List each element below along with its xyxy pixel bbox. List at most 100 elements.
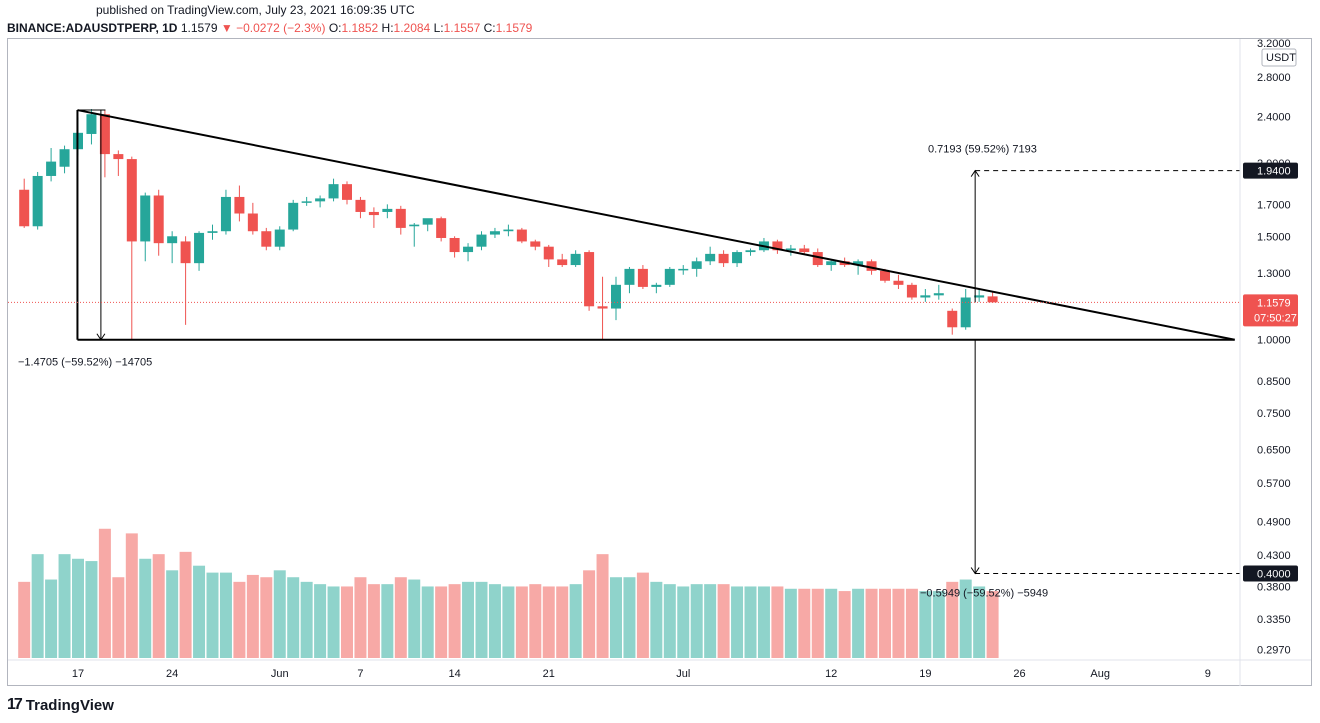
candle-body [261,231,272,247]
price-axis[interactable]: 3.20002.80002.40002.00001.70001.50001.30… [1239,38,1298,686]
volume-bar [314,584,327,658]
x-tick-label: 14 [448,668,460,680]
candle-body [584,252,595,307]
volume-bar [704,584,717,658]
candle-body [328,184,339,199]
volume-bar [515,586,528,658]
volume-bar [72,558,84,658]
volume-bar [112,577,125,658]
volume-bar [879,588,891,658]
volume-bar [757,586,770,658]
candle-body [449,237,460,253]
time-axis[interactable]: 17 24 Jun 7 14 21 Jul 12 19 26 Aug 9 [8,659,1311,680]
currency-label: USDT [1266,52,1296,64]
candle-body [503,229,514,232]
volume-bar [488,584,501,658]
volume-bar [31,554,44,658]
candle-body [355,199,366,212]
candle-body [368,211,379,216]
candle-body [395,208,406,228]
volume-bar [946,581,959,658]
symbol-label[interactable]: BINANCE:ADAUSDTPERP, 1D [7,21,178,35]
candle-body [920,295,931,298]
descending-trendline [77,109,1235,341]
volume-bar [219,572,232,658]
volume-bar [408,579,421,658]
volume-bar [98,528,111,658]
candle-body [342,184,352,200]
volume-bar [838,591,851,658]
candle-body [86,114,97,134]
last-price-label: 1.1579 [1257,297,1291,309]
x-tick-label: 17 [72,668,84,680]
volume-bar [287,577,300,658]
last-price-value: 1.1579 [180,21,218,35]
candle-body [893,280,904,285]
brand-label: TradingView [25,696,114,714]
volume-bar [246,574,259,658]
published-label: published on TradingView.com, July 23, 2… [96,3,415,17]
volume-bar [717,584,730,658]
volume-bar [18,581,31,658]
x-tick-label: 24 [166,668,178,680]
y-tick-label: 2.8000 [1257,72,1291,84]
volume-bar [381,584,394,658]
candle-body [247,213,258,232]
volume-bar [125,533,138,658]
volume-bar [731,586,744,658]
candle-body [987,296,998,303]
downside-target-price-label-bg [1243,565,1298,582]
x-tick-label: Jul [676,668,690,680]
high-label: H: [381,21,394,35]
candle-body [772,241,783,251]
open-label: O: [328,21,342,35]
volume-bar [556,586,569,658]
volume-bar [502,586,515,658]
candle-body [637,268,648,287]
low-label: L: [433,21,444,35]
volume-bar [421,586,434,658]
volume-bar [58,554,71,658]
volume-bar [852,588,865,658]
candle-body [46,161,57,176]
volume-bar [542,586,555,658]
candle-body [301,201,312,203]
candle-body [274,229,285,247]
volume-bar [905,588,918,658]
volume-bar [623,577,636,658]
volume-bar [825,588,838,658]
y-tick-label: 2.4000 [1257,111,1291,123]
candle-body [974,295,985,298]
height-measure-label: −1.4705 (−59.52%) −14705 [18,357,152,369]
candle-body [543,246,554,260]
volume-bar [341,586,353,658]
y-tick-label: 0.7500 [1257,408,1291,420]
candle-body [476,234,487,247]
volume-bar [85,561,98,658]
axis-labels: −1.4705 (−59.52%) −14705 0.7193 (59.52%) … [18,144,1048,600]
open-value: 1.1852 [341,21,379,35]
candle-body [234,196,245,214]
volume-bar [986,591,999,658]
y-tick-label: 0.4900 [1257,517,1291,529]
y-tick-label: 1.7000 [1257,199,1291,211]
candle-body [745,250,756,253]
volume-bar [744,586,757,658]
candle-body [409,224,420,227]
currency-badge [1261,48,1297,67]
candle-body [678,268,689,271]
candle-body [880,270,890,281]
y-tick-label: 3.2000 [1257,38,1291,50]
candle-body [153,195,164,244]
candle-body [436,218,447,238]
candle-body [207,231,218,233]
height-measure-arrowhead [96,333,106,341]
y-tick-label: 1.0000 [1257,335,1291,347]
candle-body [315,198,326,202]
volume-bar [596,554,609,658]
chart-frame[interactable] [7,38,1312,686]
volume-bar [919,591,932,658]
tradingview-logo[interactable]: 17 TradingView [7,696,114,714]
volume-bar [354,577,367,658]
